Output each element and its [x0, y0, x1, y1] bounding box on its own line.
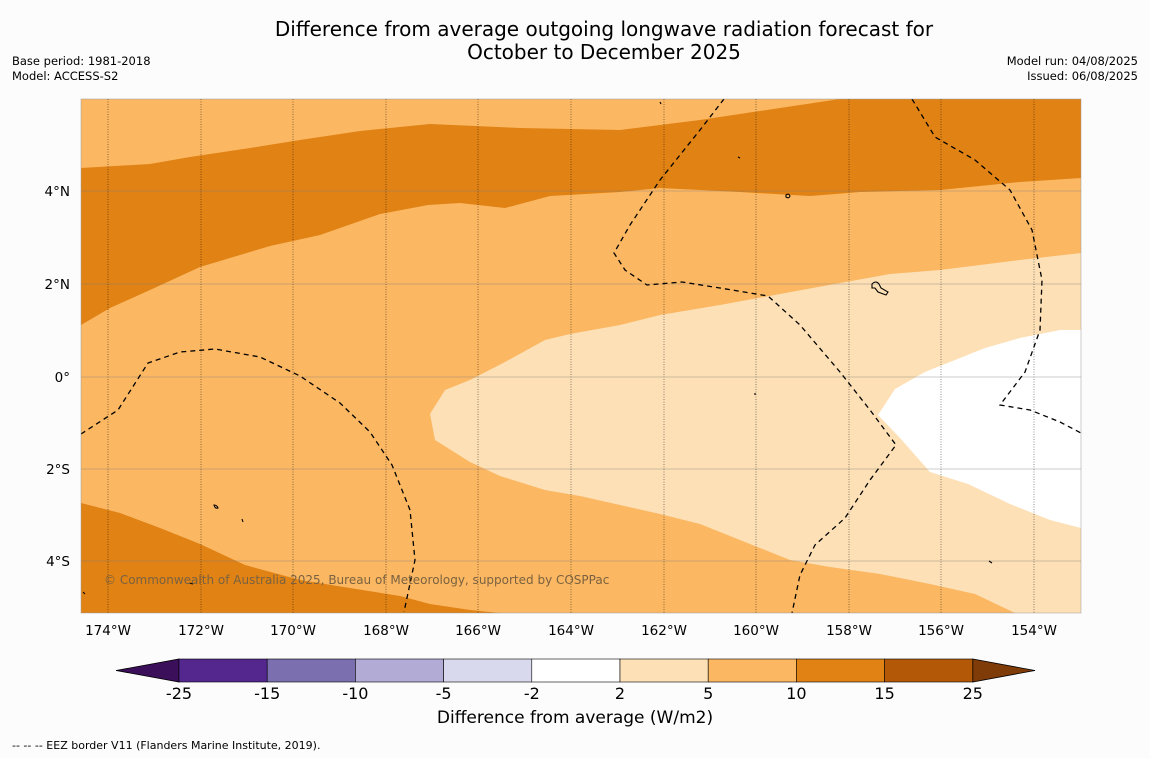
island-outlines — [82, 101, 993, 595]
colorbar — [115, 658, 1036, 683]
base-period-info: Base period: 1981-2018 Model: ACCESS-S2 — [12, 54, 151, 84]
title-line-1: Difference from average outgoing longwav… — [274, 17, 934, 41]
lat-label: 2°N — [45, 277, 70, 293]
colorbar-segment — [619, 658, 709, 683]
colorbar-tick-label: -5 — [436, 684, 452, 703]
lon-label: 172°W — [178, 623, 224, 639]
lon-label: 164°W — [548, 623, 594, 639]
lat-label: 4°N — [45, 184, 70, 200]
colorbar-segment — [531, 658, 621, 683]
colorbar-segment — [266, 658, 356, 683]
lat-label: 2°S — [46, 462, 70, 478]
colorbar-segment — [355, 658, 444, 683]
map-area: © Commonwealth of Australia 2025, Bureau… — [81, 99, 1081, 613]
model-run: Model run: 04/08/2025 — [1006, 54, 1138, 68]
colorbar-tick-label: -15 — [254, 684, 280, 703]
colorbar-segment — [796, 658, 885, 683]
colorbar-tick-label: -10 — [342, 684, 368, 703]
colorbar-segment — [178, 658, 268, 683]
lon-label: 168°W — [363, 623, 409, 639]
longitude-gridlines — [107, 99, 1035, 613]
colorbar-segment — [707, 658, 797, 683]
lat-label: 0° — [55, 370, 70, 386]
lon-label: 154°W — [1011, 623, 1057, 639]
anomaly-fill-neutral — [878, 330, 1081, 528]
colorbar-extend-high — [972, 658, 1036, 683]
colorbar-tick-label: 2 — [615, 684, 625, 703]
base-period: Base period: 1981-2018 — [12, 54, 151, 68]
lat-label: 4°S — [46, 554, 70, 570]
lon-label: 170°W — [270, 623, 316, 639]
colorbar-title: Difference from average (W/m2) — [436, 708, 714, 728]
anomaly-fill-5-10-north — [81, 99, 1081, 168]
chart-title: Difference from average outgoing longwav… — [200, 18, 1008, 64]
eez-borders — [81, 99, 1081, 613]
colorbar-segment — [884, 658, 974, 683]
colorbar-tick-label: 10 — [786, 684, 806, 703]
colorbar-tick-label: 15 — [874, 684, 894, 703]
lon-label: 156°W — [918, 623, 964, 639]
colorbar-tick-label: -25 — [166, 684, 192, 703]
lon-label: 158°W — [826, 623, 872, 639]
colorbar-extend-low — [115, 658, 180, 683]
lon-label: 160°W — [733, 623, 779, 639]
colorbar-tick-label: 5 — [703, 684, 713, 703]
eez-legend-note: -- -- -- EEZ border V11 (Flanders Marine… — [12, 739, 321, 752]
model-name: Model: ACCESS-S2 — [12, 69, 119, 83]
lon-label: 162°W — [641, 623, 687, 639]
colorbar-tick-labels: -25 -15 -10 -5 -2 2 5 10 15 25 — [166, 684, 983, 703]
issued-date: Issued: 06/08/2025 — [1027, 69, 1138, 83]
latitude-gridlines — [81, 190, 1081, 562]
model-run-info: Model run: 04/08/2025 Issued: 06/08/2025 — [1007, 54, 1138, 84]
anomaly-fill-2-5 — [430, 253, 1081, 613]
anomaly-fill-10-15-south — [81, 503, 500, 613]
colorbar-segment — [443, 658, 533, 683]
copyright-notice: © Commonwealth of Australia 2025, Bureau… — [104, 573, 609, 587]
title-line-2: October to December 2025 — [467, 40, 741, 64]
lon-label: 174°W — [85, 623, 131, 639]
lon-label: 166°W — [455, 623, 501, 639]
colorbar-tick-label: -2 — [524, 684, 540, 703]
anomaly-fill-10-15-north — [81, 99, 1081, 325]
map-border — [80, 98, 1082, 614]
colorbar-tick-label: 25 — [963, 684, 983, 703]
